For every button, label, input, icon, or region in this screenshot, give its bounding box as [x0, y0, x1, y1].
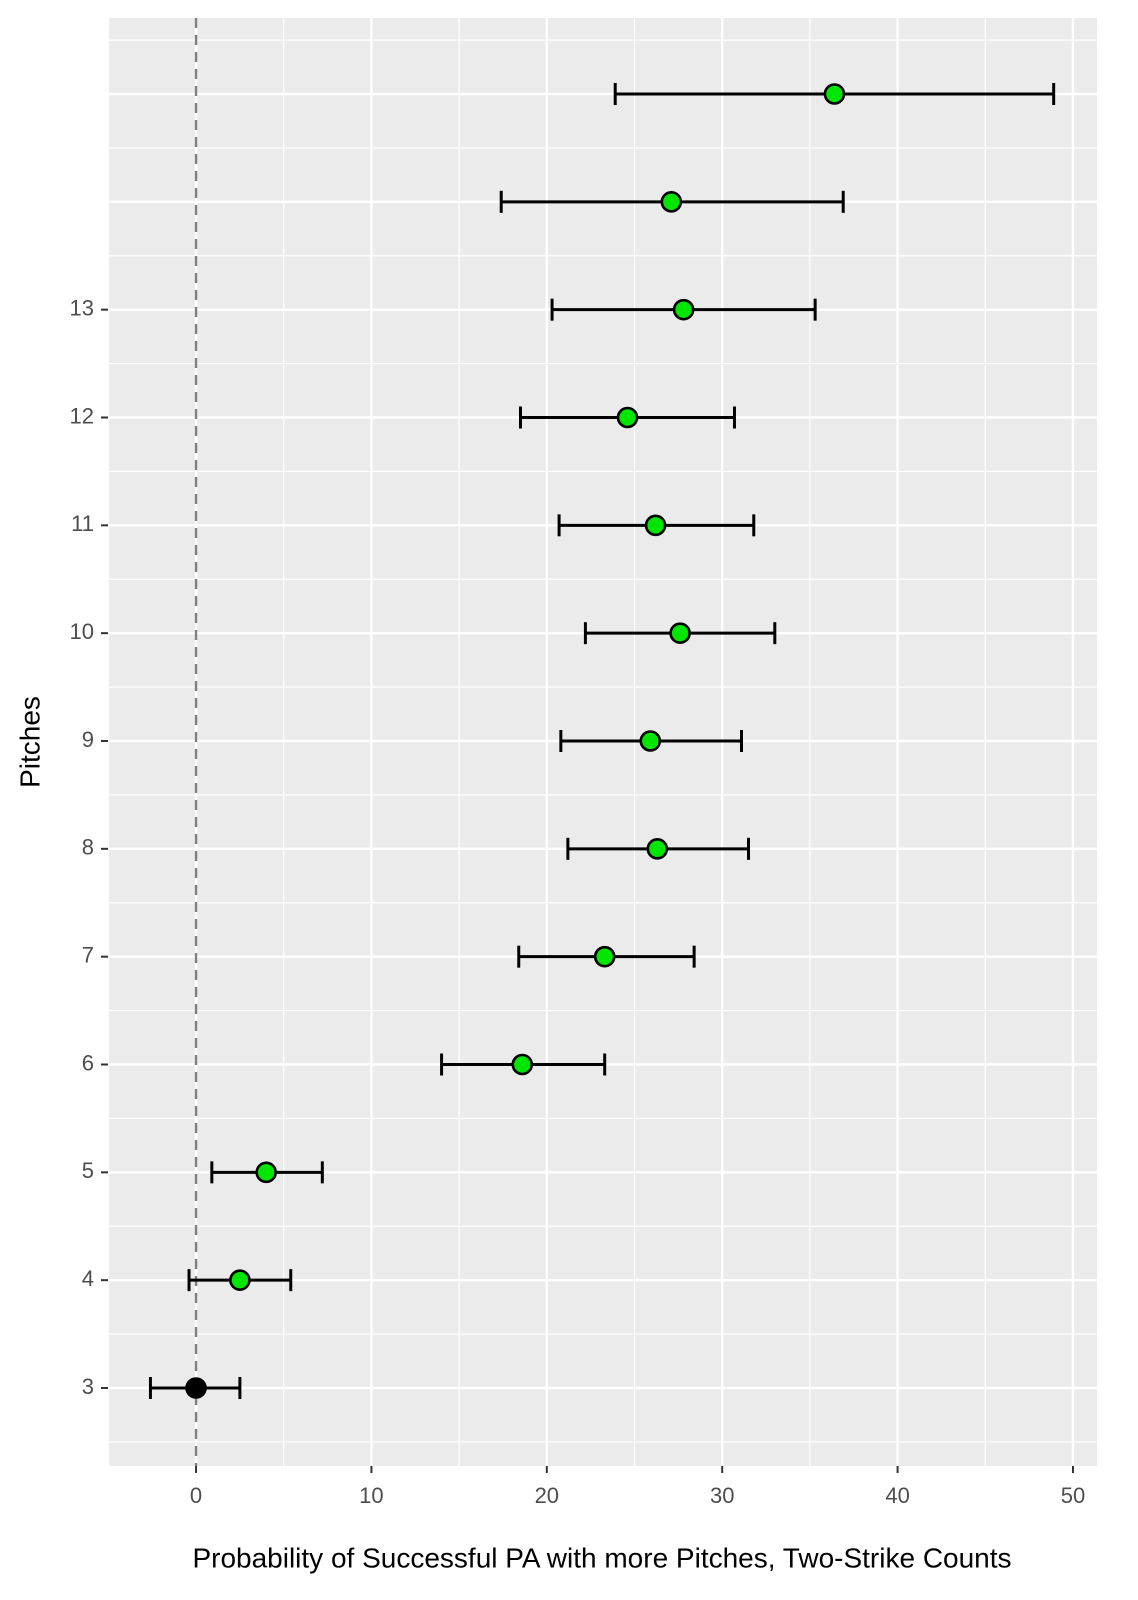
y-tick-label: 10 — [70, 619, 94, 644]
y-tick-label: 13 — [70, 295, 94, 320]
point — [646, 838, 669, 860]
y-tick-label: 11 — [71, 511, 94, 536]
point — [669, 622, 691, 644]
y-tick-label: 8 — [82, 835, 94, 860]
y-tick-label: 4 — [82, 1266, 94, 1291]
point — [593, 945, 616, 968]
point — [672, 298, 695, 321]
point — [644, 514, 667, 537]
point — [660, 191, 683, 213]
y-tick-label: 3 — [82, 1374, 94, 1399]
x-axis-title: Probability of Successful PA with more P… — [192, 1542, 1011, 1573]
x-tick-label: 20 — [535, 1483, 559, 1508]
x-tick-label: 50 — [1061, 1483, 1085, 1508]
x-tick-label: 10 — [359, 1483, 383, 1508]
point — [229, 1269, 251, 1291]
y-tick-label: 12 — [70, 403, 94, 428]
point — [823, 83, 846, 105]
y-axis-title: Pitches — [14, 696, 45, 788]
point — [255, 1161, 277, 1184]
y-tick-label: 7 — [82, 942, 94, 967]
y-tick-label: 9 — [82, 727, 94, 752]
y-tick-label: 5 — [82, 1158, 94, 1183]
x-tick-label: 30 — [710, 1483, 734, 1508]
point — [639, 730, 662, 752]
x-tick-label: 40 — [885, 1483, 909, 1508]
point — [511, 1053, 534, 1076]
point — [185, 1377, 207, 1399]
point — [616, 406, 639, 429]
y-tick-label: 6 — [82, 1050, 94, 1075]
x-tick-label: 0 — [190, 1483, 202, 1508]
